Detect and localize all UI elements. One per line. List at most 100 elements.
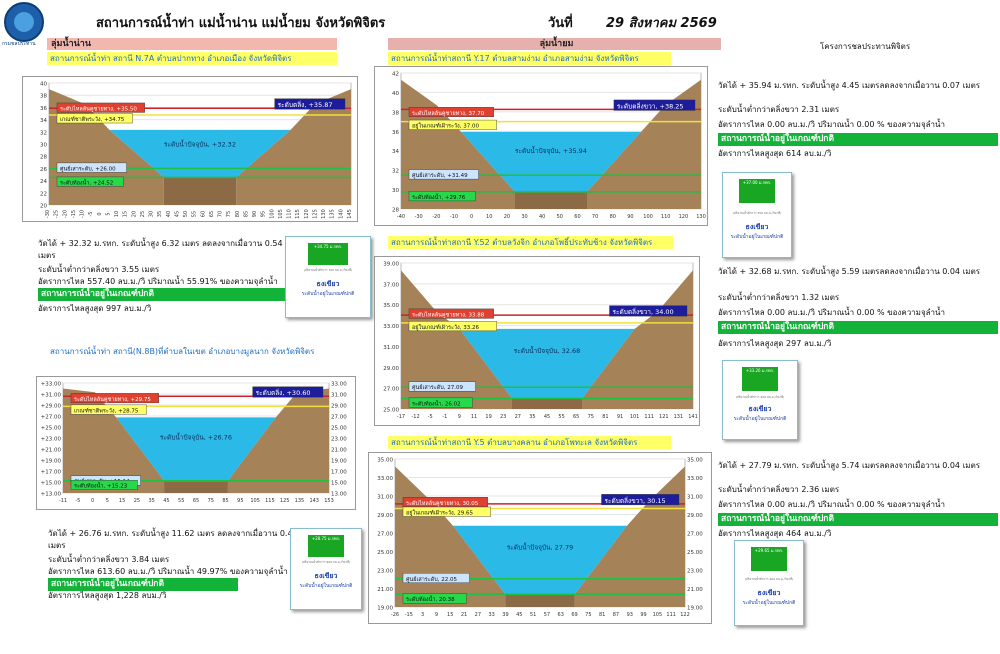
x-tick-label: 0 bbox=[97, 212, 103, 215]
x-tick-label: 11 bbox=[471, 414, 477, 420]
status-badge: สถานการณ์น้ำอยู่ในเกณฑ์ปกติ bbox=[718, 321, 998, 334]
x-tick-label: 105 bbox=[653, 612, 663, 618]
chart-y17: 42 40 38 36 34 32 30 28 -40 -30 -20 -10 0 10 20 30 40 50 6… bbox=[374, 66, 708, 226]
info-line: วัดได้ + 32.32 ม.รทก. ระดับน้ำสูง 6.32 เ… bbox=[38, 239, 283, 260]
flag-note: (ปริมาณน้ำต่ำกว่า 350 ลบ.ม./วินาที) bbox=[732, 211, 782, 215]
x-tick-label: 55 bbox=[178, 498, 184, 504]
info-line: ระดับน้ำต่ำกว่าตลิ่งขวา 3.55 เมตร bbox=[38, 265, 160, 274]
y-tick-label: +25.00 bbox=[41, 426, 62, 432]
x-tick-label: -15 bbox=[71, 210, 77, 218]
flag-note: (ปริมาณน้ำต่ำกว่า 400 ลบ.ม./วินาที) bbox=[744, 577, 794, 581]
info-line: อัตราการไหล 0.00 ลบ.ม./วิ ปริมาณน้ำ 0.00… bbox=[718, 308, 945, 317]
x-tick-label: 81 bbox=[599, 612, 605, 618]
x-tick-label: 23 bbox=[500, 414, 506, 420]
x-tick-label: 65 bbox=[209, 211, 215, 217]
y-tick-label: 42 bbox=[392, 72, 399, 78]
x-tick-label: -12 bbox=[412, 414, 420, 420]
x-tick-label: -25 bbox=[54, 210, 60, 218]
y-tick-label-right: 23.00 bbox=[687, 569, 703, 575]
info-line: ระดับน้ำต่ำกว่าตลิ่งขวา 2.31 เมตร bbox=[718, 105, 840, 114]
river-bed bbox=[505, 594, 575, 607]
flag-card-n8b: +28.75 ม.รทก. (ปริมาณน้ำต่ำกว่า 900 ลบ.ม… bbox=[290, 528, 362, 610]
x-tick-label: -1 bbox=[442, 414, 447, 420]
bank-left-label-box bbox=[408, 107, 494, 117]
water-body bbox=[453, 525, 627, 595]
info-y52: วัดได้ + 32.68 ม.รทก. ระดับน้ำสูง 5.59 เ… bbox=[718, 266, 998, 350]
x-tick-label: 5 bbox=[105, 212, 111, 215]
bank-left-label-box bbox=[56, 102, 145, 113]
y-tick-label: +13.00 bbox=[41, 492, 62, 498]
x-tick-label: -30 bbox=[45, 210, 51, 218]
green-flag-icon: +37.00 ม.รทก. bbox=[739, 179, 775, 203]
x-tick-label: 60 bbox=[574, 214, 580, 220]
info-line: อัตราการไหลสูงสุด 297 ลบ.ม./วิ bbox=[718, 339, 832, 348]
y-tick-label: 31.00 bbox=[377, 495, 393, 501]
x-tick-label: 19 bbox=[485, 414, 491, 420]
x-tick-label: -15 bbox=[405, 612, 413, 618]
criteria-label: เกณฑ์ชาติพระวัง, +34.75 bbox=[60, 116, 125, 123]
y-tick-label: +21.00 bbox=[41, 448, 62, 454]
x-tick-label: -17 bbox=[397, 414, 405, 420]
x-tick-label: 135 bbox=[330, 209, 336, 219]
x-tick-label: 111 bbox=[644, 414, 654, 420]
y-tick-label: 31.00 bbox=[383, 345, 399, 351]
y-tick-label: 22 bbox=[40, 191, 47, 197]
water-body bbox=[459, 328, 635, 399]
criteria-label-box bbox=[70, 404, 147, 415]
x-tick-label: 50 bbox=[183, 211, 189, 217]
x-tick-label: 141 bbox=[688, 414, 698, 420]
info-line: วัดได้ + 26.76 ม.รทก. ระดับน้ำสูง 11.62 … bbox=[48, 529, 298, 550]
x-tick-label: 75 bbox=[588, 414, 594, 420]
cross-section-svg: 35.00 35.00 33.00 33.00 31.00 31.00 29.00 29.00… bbox=[377, 458, 703, 619]
bank-right-label: ระดับตลิ่ง, +35.87 bbox=[278, 100, 333, 109]
x-tick-label: 135 bbox=[295, 498, 305, 504]
logo-caption: กรมชลประทาน bbox=[2, 41, 36, 47]
x-tick-label: 80 bbox=[610, 214, 616, 220]
x-tick-label: 110 bbox=[287, 209, 293, 219]
flag-card-y52: +33.26 ม.รทก. (ปริมาณน้ำต่ำกว่า 200 ลบ.ม… bbox=[722, 360, 798, 440]
section-project: โครงการชลประทานพิจิตร bbox=[820, 42, 911, 51]
current-level-label: ระดับน้ำปัจจุบัน, 32.68 bbox=[514, 346, 580, 355]
flag-sub: ระดับน้ำอยู่ในเกณฑ์ปกติ bbox=[742, 600, 796, 606]
right-bank-rock bbox=[236, 89, 351, 205]
info-line: อัตราการไหลสูงสุด 464 ลบ.ม./วิ bbox=[718, 529, 832, 538]
x-tick-label: 122 bbox=[680, 612, 690, 618]
y-tick-label: 25.00 bbox=[383, 408, 399, 414]
x-tick-label: 93 bbox=[627, 612, 633, 618]
x-tick-label: 131 bbox=[674, 414, 684, 420]
left-bank-rock bbox=[63, 388, 165, 493]
y-tick-label-right: 23.00 bbox=[331, 437, 347, 443]
date-label: วันที่ bbox=[548, 16, 573, 31]
x-tick-label: 130 bbox=[696, 214, 706, 220]
info-line: ระดับน้ำต่ำกว่าตลิ่งขวา 3.84 เมตร bbox=[48, 555, 170, 564]
x-tick-label: 15 bbox=[447, 612, 453, 618]
info-line: อัตราการไหล 0.00 ลบ.ม./วิ ปริมาณน้ำ 0.00… bbox=[718, 500, 945, 509]
bank-left-label-box bbox=[70, 393, 159, 404]
chart-n8b: +33.00 33.00 +31.00 31.00 +29.00 29.00 +27.00 2… bbox=[36, 376, 356, 510]
y-tick-label-right: 25.00 bbox=[331, 426, 347, 432]
x-tick-label: 140 bbox=[338, 209, 344, 219]
x-tick-label: 105 bbox=[250, 498, 260, 504]
y-tick-label: 34 bbox=[40, 118, 47, 124]
x-tick-label: 95 bbox=[261, 211, 267, 217]
y-tick-label: +29.00 bbox=[41, 404, 62, 410]
x-tick-label: -30 bbox=[415, 214, 423, 220]
x-tick-label: 35 bbox=[148, 498, 154, 504]
y-tick-label: 30 bbox=[392, 188, 399, 194]
dead-level-label-box bbox=[402, 573, 470, 583]
bank-left-label: ระดับไหลล้นคูชายทาง, 33.88 bbox=[412, 311, 485, 318]
info-line: อัตราการไหล 0.00 ลบ.ม./วิ ปริมาณน้ำ 0.00… bbox=[718, 120, 945, 129]
x-tick-label: 75 bbox=[226, 211, 232, 217]
info-n8b: วัดได้ + 26.76 ม.รทก. ระดับน้ำสูง 11.62 … bbox=[48, 528, 298, 600]
y-tick-label-right: 35.00 bbox=[687, 458, 703, 464]
y-tick-label: 33.00 bbox=[377, 476, 393, 482]
current-level-label: ระดับน้ำปัจจุบัน, +35.94 bbox=[515, 146, 587, 155]
current-level-label: ระดับน้ำปัจจุบัน, +32.32 bbox=[164, 140, 236, 149]
criteria-label: เกณฑ์ชาติพระวัง, +28.75 bbox=[74, 407, 139, 414]
x-tick-label: -26 bbox=[391, 612, 399, 618]
y-tick-label: 36 bbox=[40, 106, 47, 112]
x-tick-label: 85 bbox=[222, 498, 228, 504]
flag-note: (ปริมาณน้ำต่ำกว่า 200 ลบ.ม./วินาที) bbox=[735, 395, 785, 399]
x-tick-label: 3 bbox=[421, 612, 424, 618]
